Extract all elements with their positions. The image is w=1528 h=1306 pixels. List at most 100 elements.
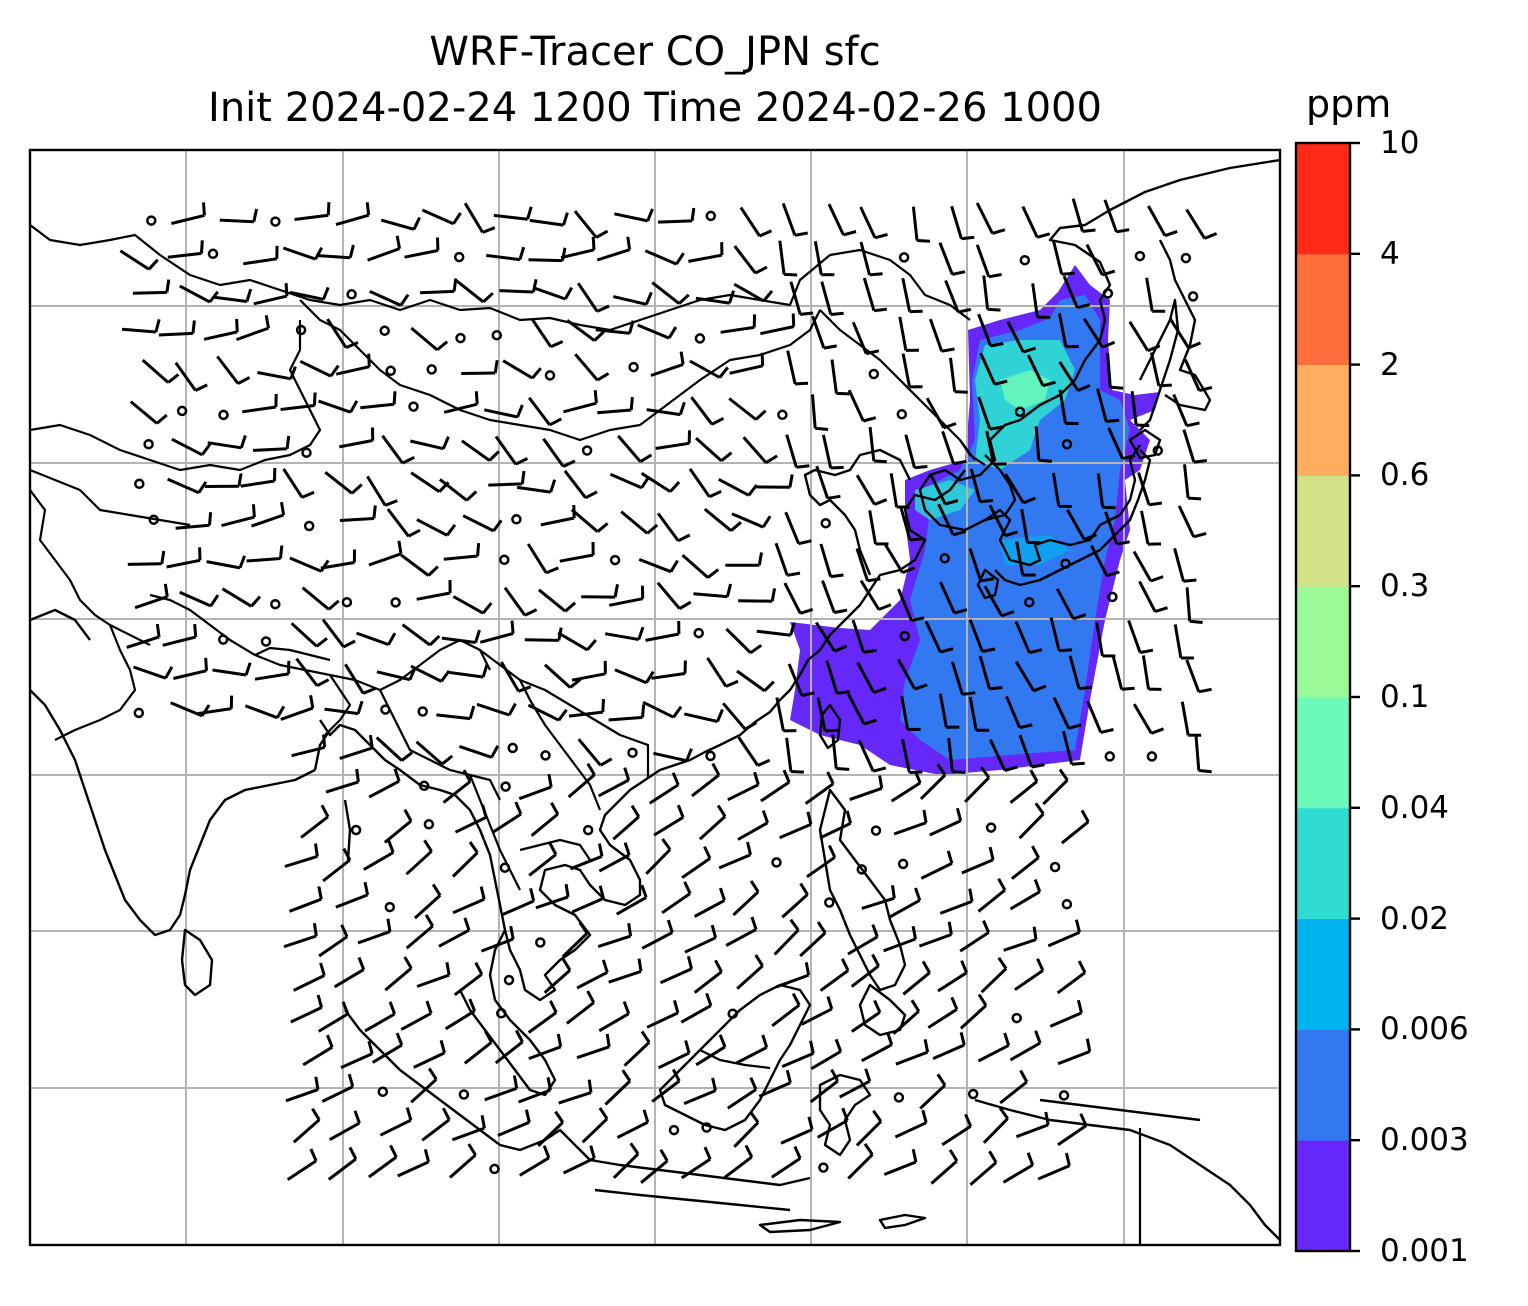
wind-barb bbox=[645, 838, 672, 875]
colorbar-segment bbox=[1296, 918, 1350, 1030]
wind-barb bbox=[855, 474, 888, 506]
wind-barb bbox=[901, 277, 923, 314]
wind-barb bbox=[693, 583, 733, 599]
wind-barb bbox=[776, 962, 811, 989]
calm-wind-circle bbox=[134, 478, 145, 490]
wind-barb bbox=[1149, 352, 1172, 388]
calm-wind-circle bbox=[868, 368, 880, 380]
wind-barb bbox=[1066, 509, 1098, 541]
wind-barb bbox=[1015, 1111, 1050, 1139]
wind-barb bbox=[1132, 703, 1165, 735]
wind-barb bbox=[736, 954, 764, 990]
wind-barb bbox=[282, 246, 324, 261]
wind-barb bbox=[1018, 734, 1045, 769]
map-title: WRF-Tracer CO_JPN sfc bbox=[429, 29, 881, 75]
wind-barb bbox=[167, 240, 204, 259]
wind-barb bbox=[317, 1001, 350, 1033]
coastlines bbox=[30, 158, 1280, 1241]
calm-wind-circle bbox=[176, 405, 188, 417]
wind-barb bbox=[883, 1148, 918, 1176]
wind-barb bbox=[816, 1107, 849, 1139]
wind-barb bbox=[959, 993, 988, 1030]
border-bangladesh bbox=[324, 674, 352, 736]
wind-barb bbox=[280, 694, 315, 721]
calm-wind-circle bbox=[1024, 596, 1035, 608]
wind-barb bbox=[316, 244, 355, 260]
wind-barb bbox=[596, 236, 632, 262]
wind-barb bbox=[581, 1107, 609, 1144]
wind-barb bbox=[819, 543, 844, 579]
wind-barb bbox=[540, 504, 576, 527]
wind-barb bbox=[738, 588, 777, 603]
wind-barb bbox=[386, 508, 421, 538]
wind-barb bbox=[892, 999, 921, 1035]
calm-wind-circle bbox=[870, 825, 882, 836]
wind-barb bbox=[811, 394, 829, 431]
wind-barb bbox=[928, 318, 955, 353]
wind-barb bbox=[609, 585, 645, 607]
colorbar bbox=[1294, 141, 1360, 1253]
wind-barb bbox=[480, 925, 515, 953]
colorbar-tick-label: 10 bbox=[1380, 125, 1420, 161]
wind-barb bbox=[737, 736, 771, 767]
wind-barb bbox=[855, 1109, 883, 1147]
wind-barb bbox=[911, 206, 931, 243]
wind-barb bbox=[644, 249, 685, 266]
wind-barb bbox=[166, 547, 202, 569]
wind-barb bbox=[889, 473, 910, 509]
calm-wind-circle bbox=[899, 630, 911, 642]
wind-barb bbox=[1138, 580, 1168, 614]
wind-barb bbox=[857, 739, 887, 773]
coast-java-south bbox=[594, 1188, 791, 1212]
coast-kamchatka bbox=[1158, 239, 1212, 412]
wind-barb bbox=[1018, 802, 1045, 840]
wind-barb bbox=[895, 1039, 930, 1066]
wind-barb bbox=[604, 626, 645, 641]
wind-barb bbox=[292, 1107, 321, 1144]
wind-barb bbox=[420, 278, 458, 295]
wind-barb bbox=[526, 543, 559, 575]
wind-barb bbox=[1183, 358, 1213, 393]
wind-barb bbox=[282, 468, 315, 499]
calm-wind-circle bbox=[217, 634, 229, 645]
wind-barb bbox=[821, 434, 844, 470]
colorbar-tick-label: 0.001 bbox=[1380, 1233, 1469, 1269]
wind-barb bbox=[443, 391, 479, 414]
wind-barb bbox=[381, 434, 415, 465]
wind-barb bbox=[688, 242, 724, 263]
border-kazakhstan-china bbox=[30, 320, 322, 472]
wind-barb bbox=[944, 279, 972, 314]
wind-barb bbox=[977, 877, 1007, 913]
wind-barb bbox=[458, 744, 500, 759]
wind-barb bbox=[968, 548, 994, 583]
colorbar-segment bbox=[1296, 807, 1350, 920]
wind-barb bbox=[518, 773, 553, 801]
wind-barb bbox=[486, 246, 526, 262]
wind-barb bbox=[1106, 353, 1124, 390]
colorbar-segment bbox=[1296, 143, 1350, 255]
wind-barb bbox=[565, 990, 596, 1025]
calm-wind-circle bbox=[693, 627, 704, 639]
wind-barb bbox=[221, 587, 262, 608]
wind-barb bbox=[961, 846, 995, 875]
wind-barb bbox=[1051, 472, 1072, 508]
wind-barb bbox=[400, 553, 439, 577]
wind-barb bbox=[438, 917, 471, 948]
wind-barb bbox=[977, 313, 1004, 348]
wind-barb bbox=[815, 621, 848, 653]
wind-barb bbox=[648, 772, 680, 805]
calm-wind-circle bbox=[727, 1008, 738, 1019]
wind-barb bbox=[119, 249, 159, 271]
wind-barb bbox=[502, 359, 542, 380]
wind-barb bbox=[1185, 208, 1218, 240]
wind-barb bbox=[806, 844, 837, 879]
wind-barb bbox=[731, 512, 772, 529]
wind-barb bbox=[851, 321, 880, 356]
wind-barb bbox=[898, 316, 919, 352]
wind-barb bbox=[251, 501, 286, 528]
calm-wind-circle bbox=[385, 365, 396, 377]
wind-barb bbox=[360, 391, 397, 410]
wind-barb bbox=[171, 202, 206, 225]
coast-borneo bbox=[658, 983, 812, 1132]
wind-barb bbox=[950, 661, 976, 696]
